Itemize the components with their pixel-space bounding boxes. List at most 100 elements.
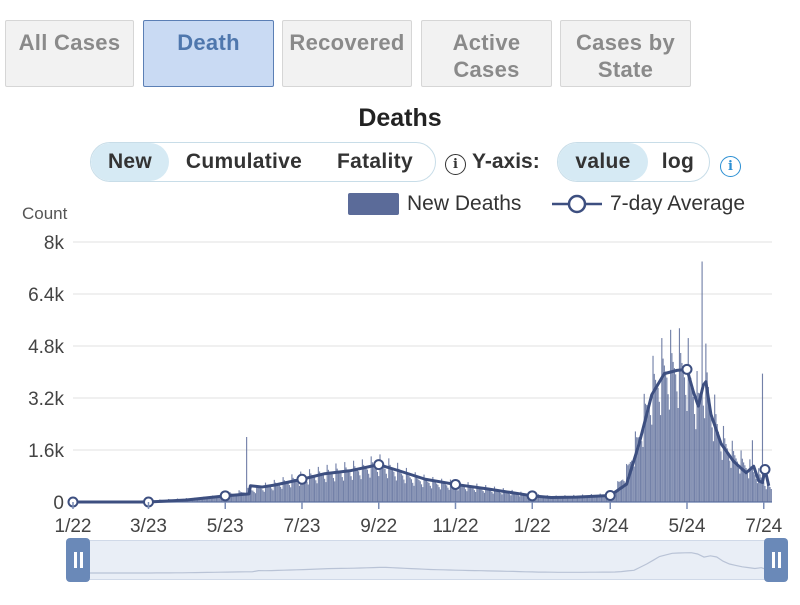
yaxis-info-icon[interactable]: i: [720, 156, 741, 177]
tab-all-cases[interactable]: All Cases: [5, 20, 134, 87]
bar: [578, 496, 580, 502]
bar: [516, 493, 518, 502]
bar: [275, 482, 277, 502]
bar: [653, 373, 655, 502]
mode-cumulative-option[interactable]: Cumulative: [185, 150, 303, 173]
yaxis-log-option[interactable]: log: [661, 150, 695, 173]
info-icon[interactable]: i: [445, 154, 466, 175]
bar: [536, 497, 538, 502]
bar: [657, 387, 659, 502]
mode-fatality-option[interactable]: Fatality: [337, 150, 413, 173]
bar: [707, 386, 709, 502]
bar: [316, 483, 318, 502]
bar: [566, 496, 569, 502]
bar: [636, 437, 638, 502]
y-tick-label: 8k: [44, 233, 65, 254]
bar: [721, 459, 723, 502]
bar: [741, 458, 743, 502]
bar: [300, 471, 302, 502]
bar: [745, 468, 747, 502]
bar: [278, 484, 280, 502]
bar: [539, 495, 541, 502]
bar: [744, 465, 746, 502]
bar: [244, 493, 246, 502]
bar: [409, 477, 411, 502]
bar: [510, 495, 512, 502]
bar: [290, 487, 292, 502]
bar: [735, 458, 737, 502]
bar: [485, 485, 487, 502]
bar: [472, 488, 474, 502]
slider-handle-left[interactable]: [66, 538, 90, 582]
mode-new-option[interactable]: New: [91, 143, 169, 181]
bar: [600, 494, 603, 502]
tab-recovered[interactable]: Recovered: [282, 20, 412, 87]
y-tick-label: 0: [53, 493, 64, 514]
bar: [621, 480, 623, 502]
bar: [302, 476, 304, 502]
x-tick-label: 7/23: [283, 516, 320, 537]
bar: [662, 358, 664, 502]
range-slider[interactable]: [74, 540, 775, 580]
bar: [663, 365, 665, 502]
y-axis-label: Count: [22, 204, 68, 223]
bar: [570, 497, 572, 502]
bar: [459, 483, 462, 502]
legend-7-day-average[interactable]: 7-day Average: [552, 190, 745, 218]
bar: [272, 490, 274, 502]
bar: [462, 486, 464, 502]
bar: [690, 377, 692, 502]
y-tick-label: 4.8k: [28, 337, 64, 358]
bar: [490, 490, 492, 502]
y-tick-label: 3.2k: [28, 389, 64, 410]
bar: [399, 471, 401, 502]
bar: [623, 481, 625, 502]
bar: [355, 468, 357, 502]
bar: [298, 485, 301, 502]
bar: [403, 479, 405, 502]
bar: [268, 486, 270, 502]
bar: [436, 483, 438, 502]
bar: [509, 494, 511, 502]
bar: [560, 497, 562, 502]
bar: [349, 472, 351, 502]
bar: [647, 405, 649, 502]
bar: [714, 394, 716, 502]
bar: [443, 483, 445, 502]
bar: [661, 338, 663, 502]
tab-active-cases[interactable]: Active Cases: [421, 20, 552, 87]
bar: [312, 476, 314, 502]
bar: [437, 484, 439, 502]
x-ticks: 1/22 3/23 5/23 7/23 9/22 11/22 1/22 3/24 5/24 7/2…: [55, 502, 783, 537]
bar: [439, 489, 441, 502]
bar: [366, 469, 368, 502]
tab-cases-by-state[interactable]: Cases by State: [560, 20, 691, 87]
x-tick-label: 1/22: [514, 516, 551, 537]
average-marker: [296, 473, 308, 485]
yaxis-value-option[interactable]: value: [558, 143, 648, 181]
bar: [449, 479, 452, 502]
slider-handle-right[interactable]: [764, 538, 788, 582]
bar: [637, 437, 639, 502]
bar: [209, 498, 211, 502]
legend-new-deaths[interactable]: New Deaths: [348, 190, 521, 218]
bar: [317, 466, 319, 502]
bar: [711, 427, 713, 502]
bar: [678, 328, 681, 502]
bar: [746, 473, 748, 502]
y-ticks: 0 1.6k 3.2k 4.8k 6.4k 8k: [28, 233, 64, 514]
bar: [682, 370, 684, 502]
bar: [726, 448, 728, 502]
bar: [633, 466, 635, 502]
bar: [576, 496, 579, 502]
bar: [483, 492, 485, 502]
tab-death[interactable]: Death: [143, 20, 274, 87]
bars: [73, 261, 772, 502]
bar: [498, 491, 501, 502]
bar: [631, 460, 633, 502]
bar: [706, 372, 708, 502]
legend-new-deaths-label: New Deaths: [407, 192, 522, 215]
mode-toggle: New Cumulative Fatality: [90, 142, 436, 182]
bar: [258, 487, 260, 502]
bar: [652, 355, 654, 502]
